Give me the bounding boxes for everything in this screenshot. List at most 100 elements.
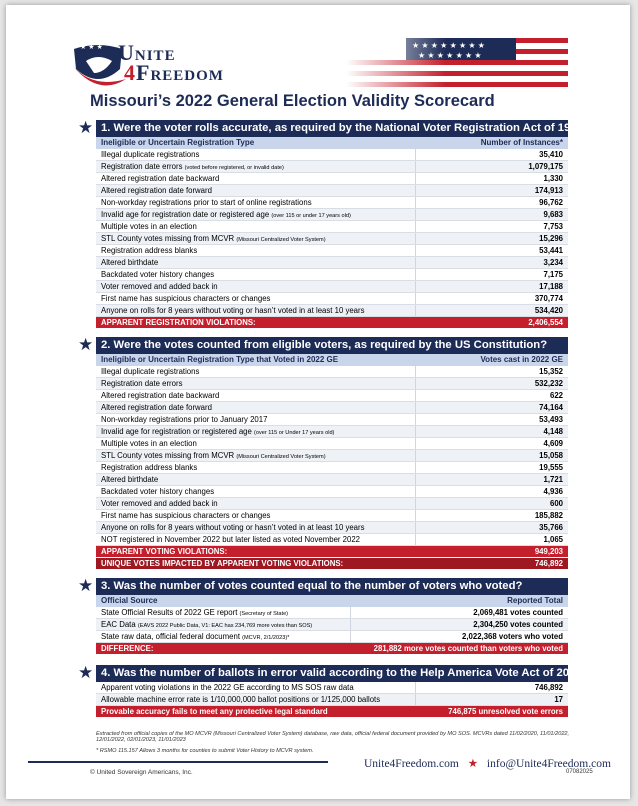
row-label: Invalid age for registration or register… xyxy=(101,427,252,436)
row-value: 2,304,250 votes counted xyxy=(473,620,563,629)
row-cell: NOT registered in November 2022 but late… xyxy=(96,534,416,545)
row-label: Backdated voter history changes xyxy=(101,487,215,496)
row-value: 4,936 xyxy=(543,487,563,496)
table-row: Altered registration date forward 74,164 xyxy=(96,402,568,414)
row-label: Altered registration date backward xyxy=(101,174,220,183)
row-note: (MCVR, 2/1/2023)* xyxy=(242,635,290,641)
total-row: Provable accuracy fails to meet any prot… xyxy=(96,706,568,718)
row-label: NOT registered in November 2022 but late… xyxy=(101,535,361,544)
table-row: Anyone on rolls for 8 years without voti… xyxy=(96,522,568,534)
row-cell: Registration date errors xyxy=(96,378,416,389)
row-value: 74,164 xyxy=(539,403,563,412)
section: 3. Was the number of votes counted equal… xyxy=(78,577,568,655)
row-value: 622 xyxy=(549,391,563,400)
row-value: 1,065 xyxy=(543,535,563,544)
column-label: Official Source xyxy=(101,596,158,605)
row-label: First name has suspicious characters or … xyxy=(101,294,271,303)
total-row: APPARENT VOTING VIOLATIONS: 949,203 xyxy=(96,546,568,558)
row-value: 600 xyxy=(549,499,563,508)
row-value: 53,441 xyxy=(539,246,563,255)
row-cell: Apparent voting violations in the 2022 G… xyxy=(96,682,416,693)
table-row: Altered birthdate 3,234 xyxy=(96,257,568,269)
table-row: First name has suspicious characters or … xyxy=(96,293,568,305)
row-cell: Altered registration date forward xyxy=(96,402,416,413)
table-row: Registration address blanks 53,441 xyxy=(96,245,568,257)
row-cell: EAC Data (EAVS 2022 Public Data, V1: EAC… xyxy=(96,619,351,630)
row-label: Altered registration date backward xyxy=(101,391,220,400)
total-label: APPARENT REGISTRATION VIOLATIONS: xyxy=(101,318,256,327)
row-label: State raw data, official federal documen… xyxy=(101,632,240,641)
table-row: Illegal duplicate registrations 35,410 xyxy=(96,149,568,161)
total-value: 949,203 xyxy=(534,547,563,556)
row-value: 15,058 xyxy=(539,451,563,460)
logo-word: Freedom xyxy=(136,60,224,85)
table-row: First name has suspicious characters or … xyxy=(96,510,568,522)
column-label: Votes cast in 2022 GE xyxy=(480,355,563,364)
row-cell: State Official Results of 2022 GE report… xyxy=(96,607,351,618)
row-cell: Non-workday registrations prior to Janua… xyxy=(96,414,416,425)
star-icon: ★ xyxy=(78,576,94,595)
table-row: Anyone on rolls for 8 years without voti… xyxy=(96,305,568,317)
row-value: 19,555 xyxy=(539,463,563,472)
table-row: Voter removed and added back in 600 xyxy=(96,498,568,510)
table-row: State raw data, official federal documen… xyxy=(96,631,568,643)
section-heading: 3. Was the number of votes counted equal… xyxy=(96,578,568,595)
row-cell: STL County votes missing from MCVR (Miss… xyxy=(96,233,416,244)
row-value: 1,079,175 xyxy=(528,162,563,171)
row-value: 9,683 xyxy=(543,210,563,219)
row-label: Voter removed and added back in xyxy=(101,282,218,291)
doc-code: 07082025 xyxy=(566,769,593,775)
title: Missouri’s 2022 General Election Validit… xyxy=(90,92,495,110)
row-cell: Altered registration date backward xyxy=(96,173,416,184)
row-cell: Voter removed and added back in xyxy=(96,281,416,292)
row-label: Altered birthdate xyxy=(101,475,159,484)
footnote: * RSMO 115.157 Allows 3 months for count… xyxy=(96,748,314,754)
column-label: Reported Total xyxy=(507,596,563,605)
table-row: State Official Results of 2022 GE report… xyxy=(96,607,568,619)
row-label: Anyone on rolls for 8 years without voti… xyxy=(101,523,365,532)
row-label: Multiple votes in an election xyxy=(101,439,197,448)
star-icon: ★ xyxy=(78,663,94,682)
total-value: 2,406,554 xyxy=(528,318,563,327)
row-value: 35,410 xyxy=(539,150,563,159)
row-note: (voted before registered, or invalid dat… xyxy=(184,165,284,171)
table-row: Altered registration date backward 1,330 xyxy=(96,173,568,185)
star-icon: ★ xyxy=(78,118,94,137)
table-row: STL County votes missing from MCVR (Miss… xyxy=(96,450,568,462)
row-label: First name has suspicious characters or … xyxy=(101,511,271,520)
row-note: (over 115 or Under 17 years old) xyxy=(254,430,335,436)
row-label: Invalid age for registration date or reg… xyxy=(101,210,270,219)
row-value: 17 xyxy=(554,695,563,704)
row-label: Backdated voter history changes xyxy=(101,270,215,279)
flag-decoration: ★ ★ ★ ★ ★ ★ ★ ★ ★ ★ ★ ★ ★ ★ ★ xyxy=(346,38,568,92)
row-label: Altered registration date forward xyxy=(101,403,212,412)
row-cell: Non-workday registrations prior to start… xyxy=(96,197,416,208)
row-label: State Official Results of 2022 GE report xyxy=(101,608,238,617)
row-note: (Missouri Centralized Voter System) xyxy=(236,237,326,243)
row-value: 96,762 xyxy=(539,198,563,207)
row-cell: Allowable machine error rate is 1/10,000… xyxy=(96,694,416,705)
table-row: Apparent voting violations in the 2022 G… xyxy=(96,682,568,694)
row-cell: Altered birthdate xyxy=(96,257,416,268)
row-label: Registration date errors xyxy=(101,379,183,388)
row-cell: Registration address blanks xyxy=(96,245,416,256)
table-row: Non-workday registrations prior to start… xyxy=(96,197,568,209)
row-value: 532,232 xyxy=(534,379,563,388)
logo-word: Unite xyxy=(118,40,176,65)
column-header: Ineligible or Uncertain Registration Typ… xyxy=(96,137,568,149)
total-label: APPARENT VOTING VIOLATIONS: xyxy=(101,547,228,556)
table-row: Multiple votes in an election 7,753 xyxy=(96,221,568,233)
row-note: (over 115 or under 17 years old) xyxy=(271,213,351,219)
row-cell: Illegal duplicate registrations xyxy=(96,366,416,377)
row-value: 53,493 xyxy=(539,415,563,424)
row-value: 7,753 xyxy=(543,222,563,231)
row-label: Apparent voting violations in the 2022 G… xyxy=(101,683,354,692)
website: Unite4Freedom.com xyxy=(364,758,459,770)
row-label: Anyone on rolls for 8 years without voti… xyxy=(101,306,365,315)
column-label: Ineligible or Uncertain Registration Typ… xyxy=(101,355,339,364)
row-label: Altered birthdate xyxy=(101,258,159,267)
row-value: 2,022,368 voters who voted xyxy=(462,632,563,641)
table-row: Registration address blanks 19,555 xyxy=(96,462,568,474)
row-cell: Multiple votes in an election xyxy=(96,438,416,449)
row-value: 1,330 xyxy=(543,174,563,183)
